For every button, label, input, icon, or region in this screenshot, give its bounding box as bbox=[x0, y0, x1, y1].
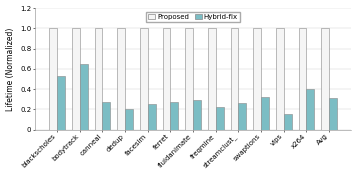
Bar bbox=[148, 104, 156, 130]
Bar bbox=[162, 28, 171, 130]
Bar bbox=[321, 28, 329, 130]
Bar bbox=[95, 28, 102, 130]
Bar bbox=[117, 28, 125, 130]
Bar bbox=[72, 28, 80, 130]
Bar bbox=[193, 100, 201, 130]
Bar bbox=[298, 28, 306, 130]
Bar bbox=[140, 28, 148, 130]
Bar bbox=[102, 102, 110, 130]
Bar bbox=[216, 107, 224, 130]
Bar bbox=[208, 28, 216, 130]
Bar bbox=[171, 102, 178, 130]
Bar bbox=[57, 76, 65, 130]
Bar bbox=[306, 89, 315, 130]
Bar bbox=[329, 98, 337, 130]
Legend: Proposed, Hybrid-fix: Proposed, Hybrid-fix bbox=[146, 12, 240, 22]
Y-axis label: Lifetime (Normalized): Lifetime (Normalized) bbox=[6, 27, 15, 111]
Bar bbox=[261, 97, 269, 130]
Bar bbox=[284, 114, 292, 130]
Bar bbox=[49, 28, 57, 130]
Bar bbox=[253, 28, 261, 130]
Bar bbox=[238, 103, 246, 130]
Bar bbox=[80, 64, 88, 130]
Bar bbox=[125, 109, 133, 130]
Bar bbox=[185, 28, 193, 130]
Bar bbox=[276, 28, 284, 130]
Bar bbox=[231, 28, 238, 130]
